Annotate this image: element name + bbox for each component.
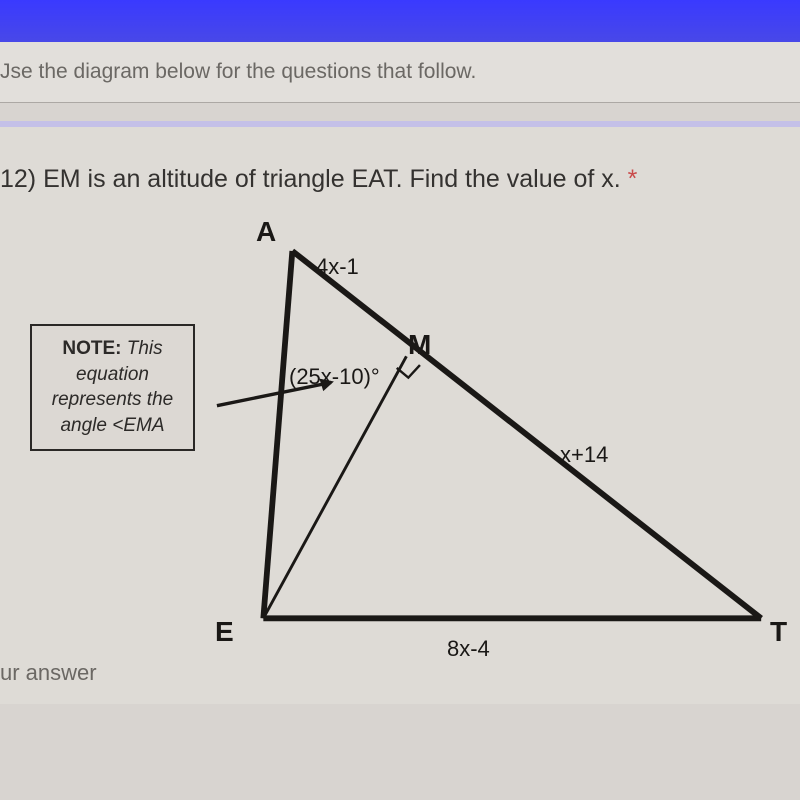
note-label: NOTE: [62, 338, 121, 359]
side-ae [263, 251, 292, 618]
vertex-m: M [408, 329, 431, 361]
vertex-t: T [770, 616, 787, 648]
label-mt: x+14 [560, 442, 608, 468]
required-asterisk: * [628, 165, 638, 193]
note-line3: represents the [52, 389, 173, 410]
note-line2: equation [76, 364, 149, 385]
answer-label: ur answer [0, 660, 97, 686]
question-text: 12) EM is an altitude of triangle EAT. F… [0, 165, 800, 194]
question-number: 12) [0, 165, 36, 193]
note-box: NOTE: This equation represents the angle… [30, 324, 195, 451]
question-content: 12) EM is an altitude of triangle EAT. F… [0, 121, 800, 704]
instruction-text: Jse the diagram below for the questions … [0, 60, 476, 83]
triangle-diagram [215, 224, 795, 684]
diagram-area: NOTE: This equation represents the angle… [0, 204, 800, 704]
note-line4: angle <EMA [60, 415, 164, 436]
browser-top-bar [0, 0, 800, 42]
instruction-band: Jse the diagram below for the questions … [0, 42, 800, 103]
question-body: EM is an altitude of triangle EAT. Find … [43, 165, 621, 193]
label-am: 4x-1 [316, 254, 359, 280]
label-et: 8x-4 [447, 636, 490, 662]
note-line1: This [127, 338, 163, 359]
vertex-a: A [256, 216, 276, 248]
altitude-em [263, 356, 406, 618]
label-angle-ema: (25x-10)° [289, 364, 380, 390]
vertex-e: E [215, 616, 234, 648]
